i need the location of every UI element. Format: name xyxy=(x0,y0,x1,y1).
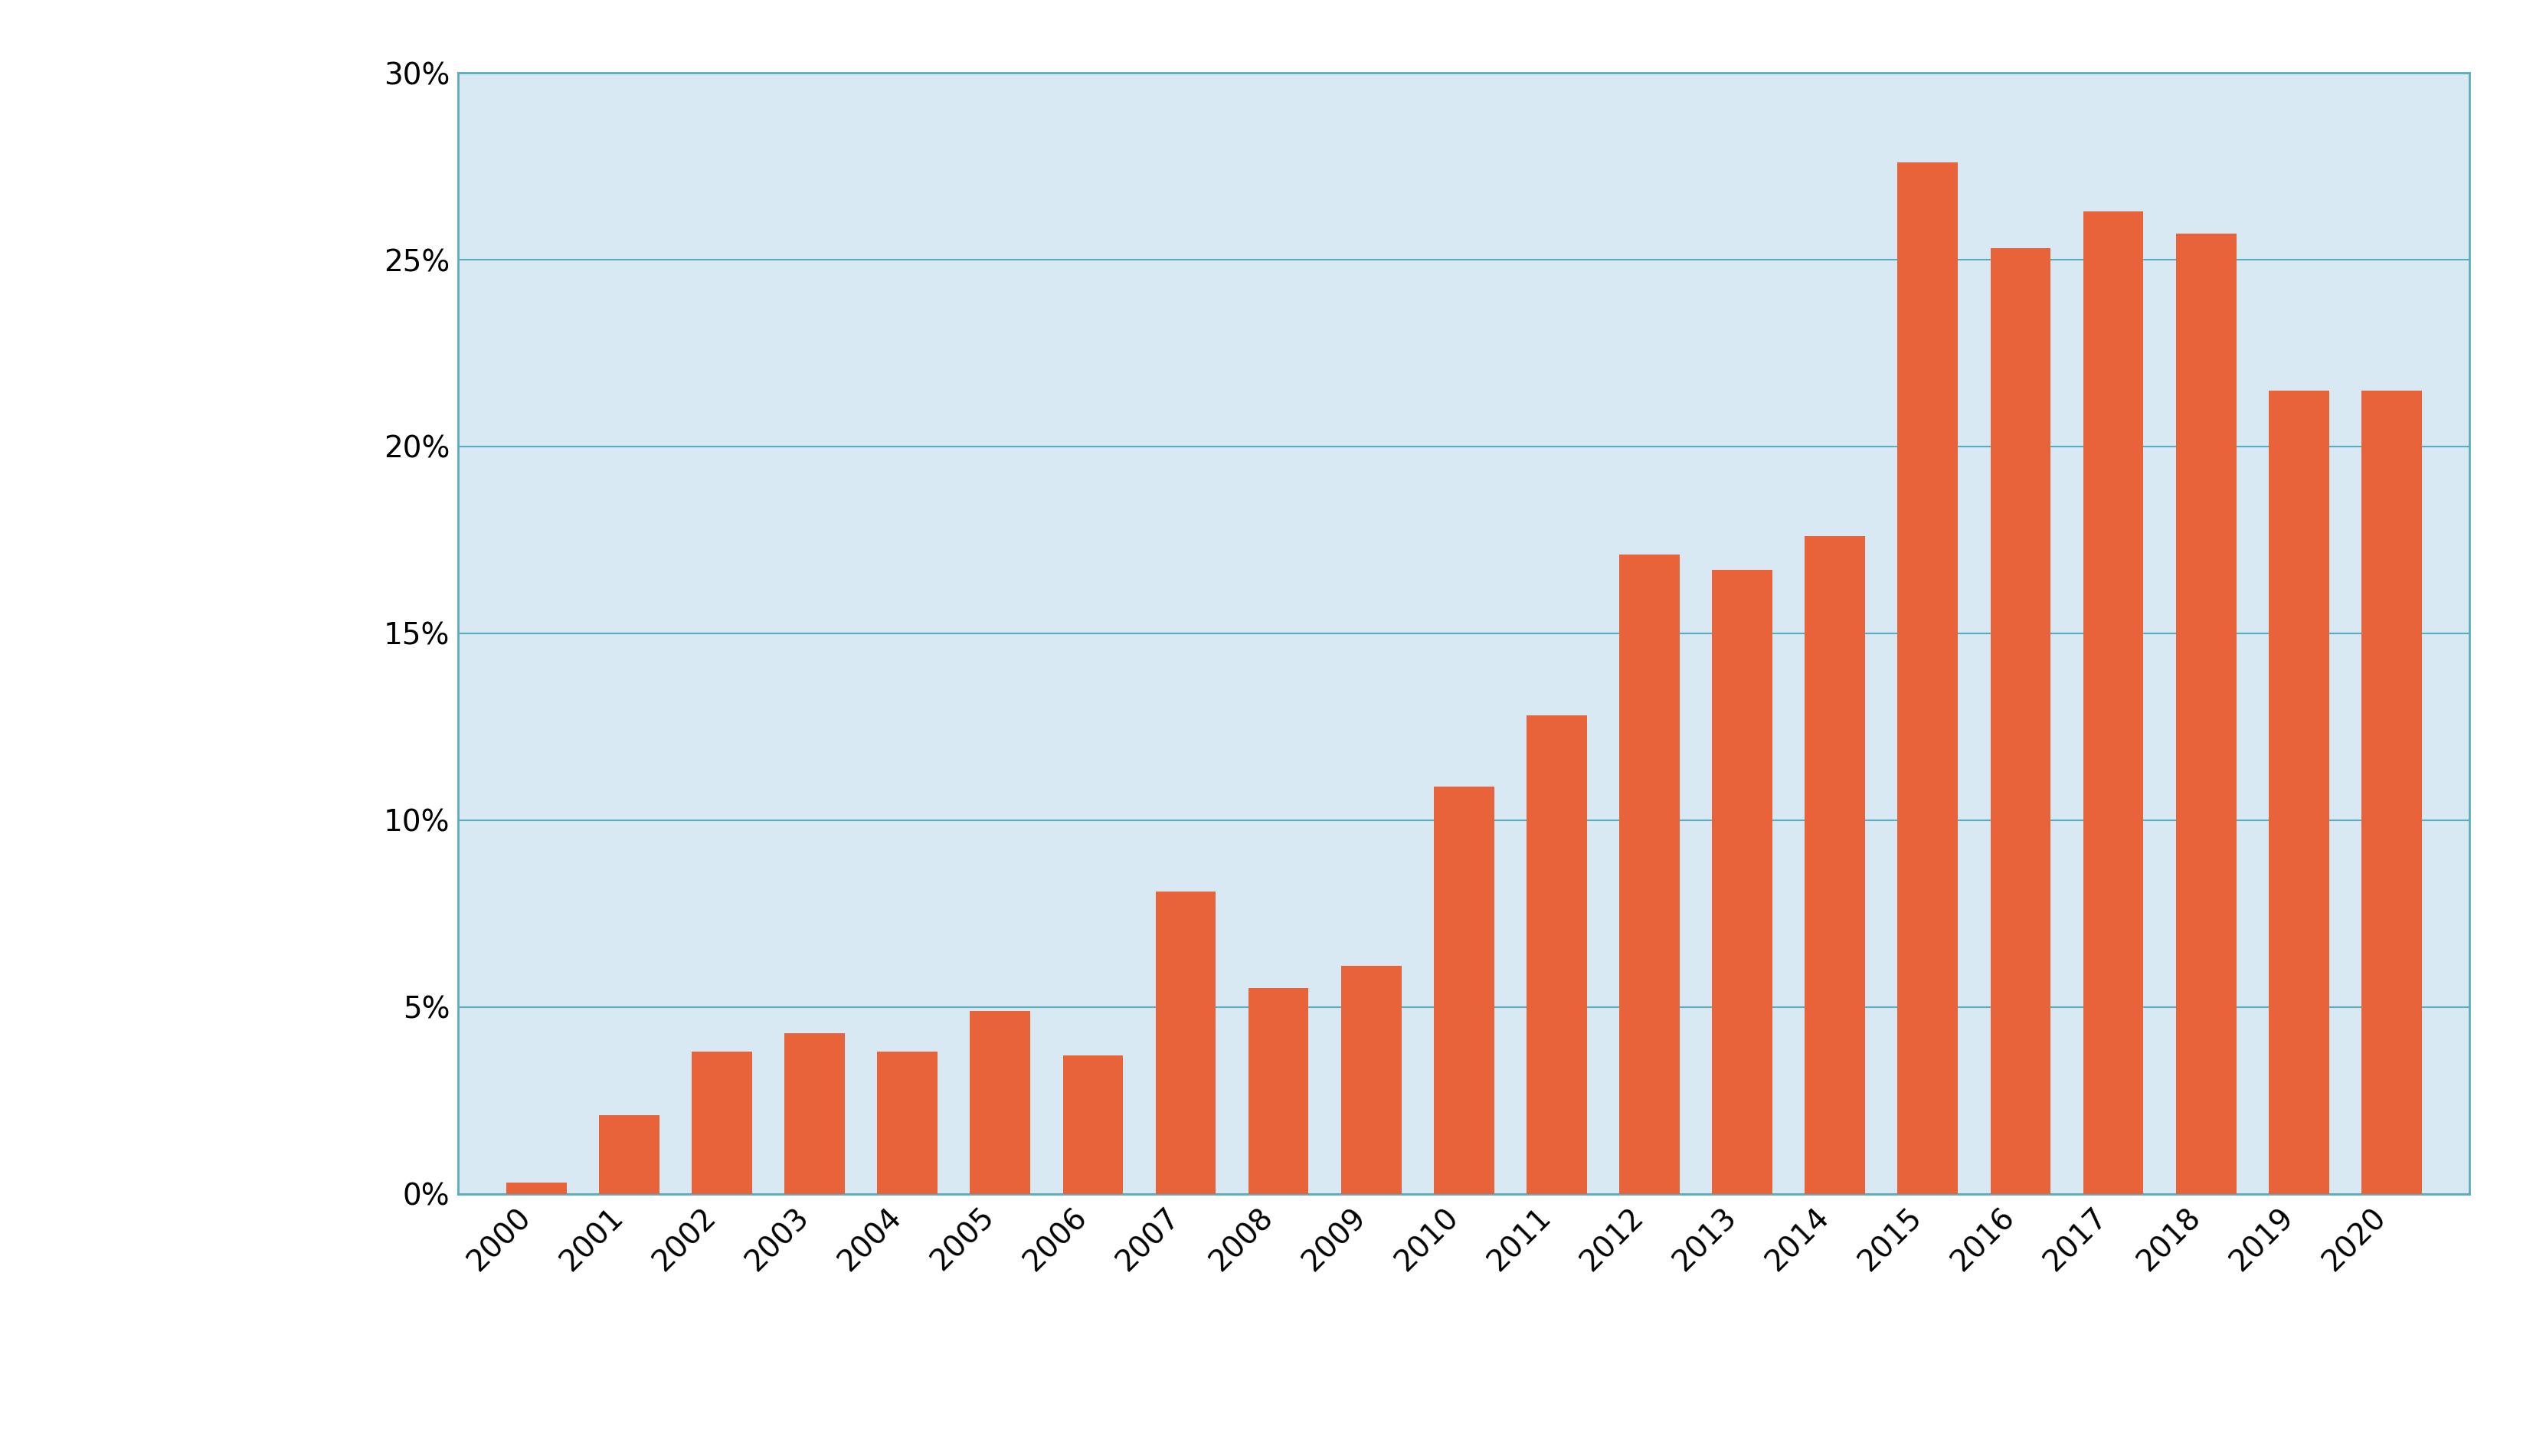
Bar xyxy=(2083,211,2144,1194)
Bar xyxy=(784,1034,845,1194)
Bar xyxy=(878,1051,937,1194)
Bar xyxy=(507,1182,565,1194)
Bar xyxy=(1248,989,1309,1194)
Bar xyxy=(2363,390,2421,1194)
Bar xyxy=(2177,233,2235,1194)
Bar xyxy=(1805,536,1866,1194)
Bar xyxy=(1528,715,1586,1194)
Bar xyxy=(1711,569,1772,1194)
Bar xyxy=(1156,891,1217,1194)
Bar xyxy=(1062,1056,1123,1194)
Bar xyxy=(1342,965,1400,1194)
Bar xyxy=(2268,390,2330,1194)
Bar xyxy=(1897,163,1958,1194)
Bar xyxy=(1433,786,1495,1194)
Bar xyxy=(1991,249,2050,1194)
Bar xyxy=(1619,555,1680,1194)
Bar xyxy=(970,1010,1031,1194)
Bar xyxy=(598,1115,659,1194)
Bar xyxy=(693,1051,751,1194)
